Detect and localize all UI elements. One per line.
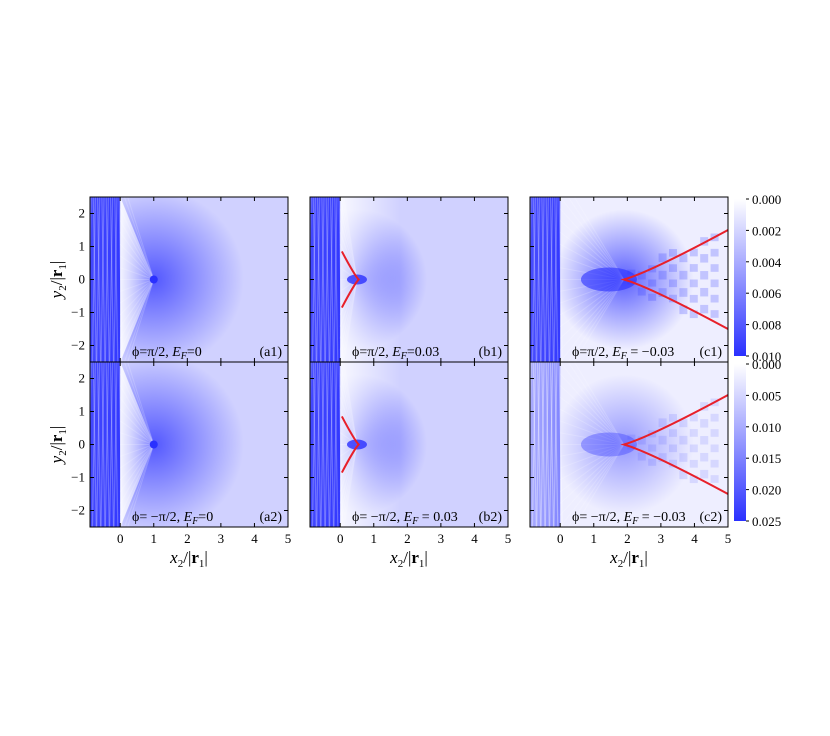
x-tick-label: 2 [624, 531, 631, 546]
x-tick-label: 0 [117, 531, 124, 546]
panel-label: (a2) [259, 510, 282, 525]
panel-annotation: ϕ=π/2, EF = −0.03 [572, 345, 674, 362]
x-tick-label: 4 [471, 531, 478, 546]
x-tick-label: 0 [557, 531, 564, 546]
colorbar-tick-label: 0.005 [752, 388, 781, 403]
x-tick-label: 0 [337, 531, 344, 546]
panel-label: (b1) [479, 345, 503, 360]
heatmap-b1 [310, 197, 508, 362]
x-axis-label: x2/|r1| [389, 548, 428, 570]
x-tick-label: 1 [151, 531, 158, 546]
colorbar-tick-label: 0.010 [752, 420, 781, 435]
colorbar-tick-label: 0.000 [752, 192, 781, 207]
x-tick-label: 3 [438, 531, 445, 546]
colorbar-c1: 0.000 0.002 0.004 0.006 0.008 0.010 [734, 192, 782, 364]
colorbar-tick-label: 0.004 [752, 255, 782, 270]
y-tick-label: −2 [71, 338, 85, 353]
y-tick-label: −1 [71, 470, 85, 485]
colorbar-c2: 0.000 0.005 0.010 0.015 0.020 0.025 [734, 357, 781, 529]
caustic-c1 [620, 229, 729, 330]
colorbar-tick-label: 0.000 [752, 357, 781, 372]
panel-annotation: ϕ= −π/2, EF = −0.03 [572, 510, 686, 527]
y-tick-label: 2 [79, 371, 86, 386]
x-axis-label: x2/|r1| [609, 548, 648, 570]
heatmap-c1 [530, 197, 728, 362]
colorbar-tick-label: 0.025 [752, 514, 781, 529]
panel-a2: −2 −1 0 1 2 0 1 2 3 4 5 ϕ= −π/2, EF=0 (a2) y2/|r1| x2/… [47, 361, 292, 570]
panel-annotation: ϕ= −π/2, EF=0 [132, 510, 213, 527]
x-tick-label: 2 [404, 531, 411, 546]
x-tick-label: 3 [658, 531, 665, 546]
colorbar-tick-label: 0.020 [752, 483, 781, 498]
panel-b2: 0 1 2 3 4 5 ϕ= −π/2, EF = 0.03 (b2) x2/|r1| [309, 361, 512, 570]
panel-a1: −2 −1 0 1 2 ϕ=π/2, EF=0 (a1) y2/|r1| [47, 196, 289, 363]
heatmap-b2 [310, 362, 508, 527]
x-tick-label: 2 [184, 531, 191, 546]
x-tick-label: 5 [285, 531, 292, 546]
panel-b1: ϕ=π/2, EF=0.03 (b1) [309, 196, 509, 363]
panel-annotation: ϕ= −π/2, EF = 0.03 [352, 510, 458, 527]
heatmap-a1 [90, 197, 288, 362]
x-tick-label: 1 [591, 531, 598, 546]
colorbar-tick-label: 0.002 [752, 223, 781, 238]
panel-label: (c1) [699, 345, 722, 360]
y-tick-label: 0 [79, 437, 86, 452]
heatmap-a2 [90, 362, 288, 527]
panel-c2: 0 1 2 3 4 5 ϕ= −π/2, EF = −0.03 (c2) x2/|r1| 0.00… [529, 357, 781, 570]
y-tick-label: −2 [71, 503, 85, 518]
panel-label: (a1) [259, 345, 282, 360]
panel-label: (c2) [699, 510, 722, 525]
x-axis-label: x2/|r1| [169, 548, 208, 570]
colorbar-tick-label: 0.010 [752, 349, 781, 364]
heatmap-c2 [530, 362, 728, 527]
caustic-b2 [340, 415, 361, 474]
x-tick-label: 4 [251, 531, 258, 546]
caustic-b1 [340, 250, 361, 309]
colorbar-tick-label: 0.008 [752, 318, 781, 333]
colorbar-tick-label: 0.006 [752, 286, 782, 301]
panel-annotation: ϕ=π/2, EF=0 [132, 345, 202, 362]
y-axis-label: y2/|r1| [47, 261, 69, 301]
y-tick-label: 1 [79, 239, 86, 254]
y-tick-label: 2 [79, 206, 86, 221]
x-tick-label: 5 [725, 531, 732, 546]
caustic-c2 [620, 394, 729, 495]
panel-label: (b2) [479, 510, 503, 525]
y-tick-label: 0 [79, 272, 86, 287]
y-axis-label: y2/|r1| [47, 426, 69, 466]
y-tick-label: 1 [79, 404, 86, 419]
y-tick-label: −1 [71, 305, 85, 320]
panel-annotation: ϕ=π/2, EF=0.03 [352, 345, 439, 362]
x-tick-label: 3 [218, 531, 225, 546]
panel-c1: ϕ=π/2, EF = −0.03 (c1)0.0000.0020.0040.00… [529, 192, 782, 364]
x-tick-label: 5 [505, 531, 512, 546]
colorbar-tick-label: 0.015 [752, 451, 781, 466]
x-tick-label: 1 [371, 531, 378, 546]
x-tick-label: 4 [691, 531, 698, 546]
